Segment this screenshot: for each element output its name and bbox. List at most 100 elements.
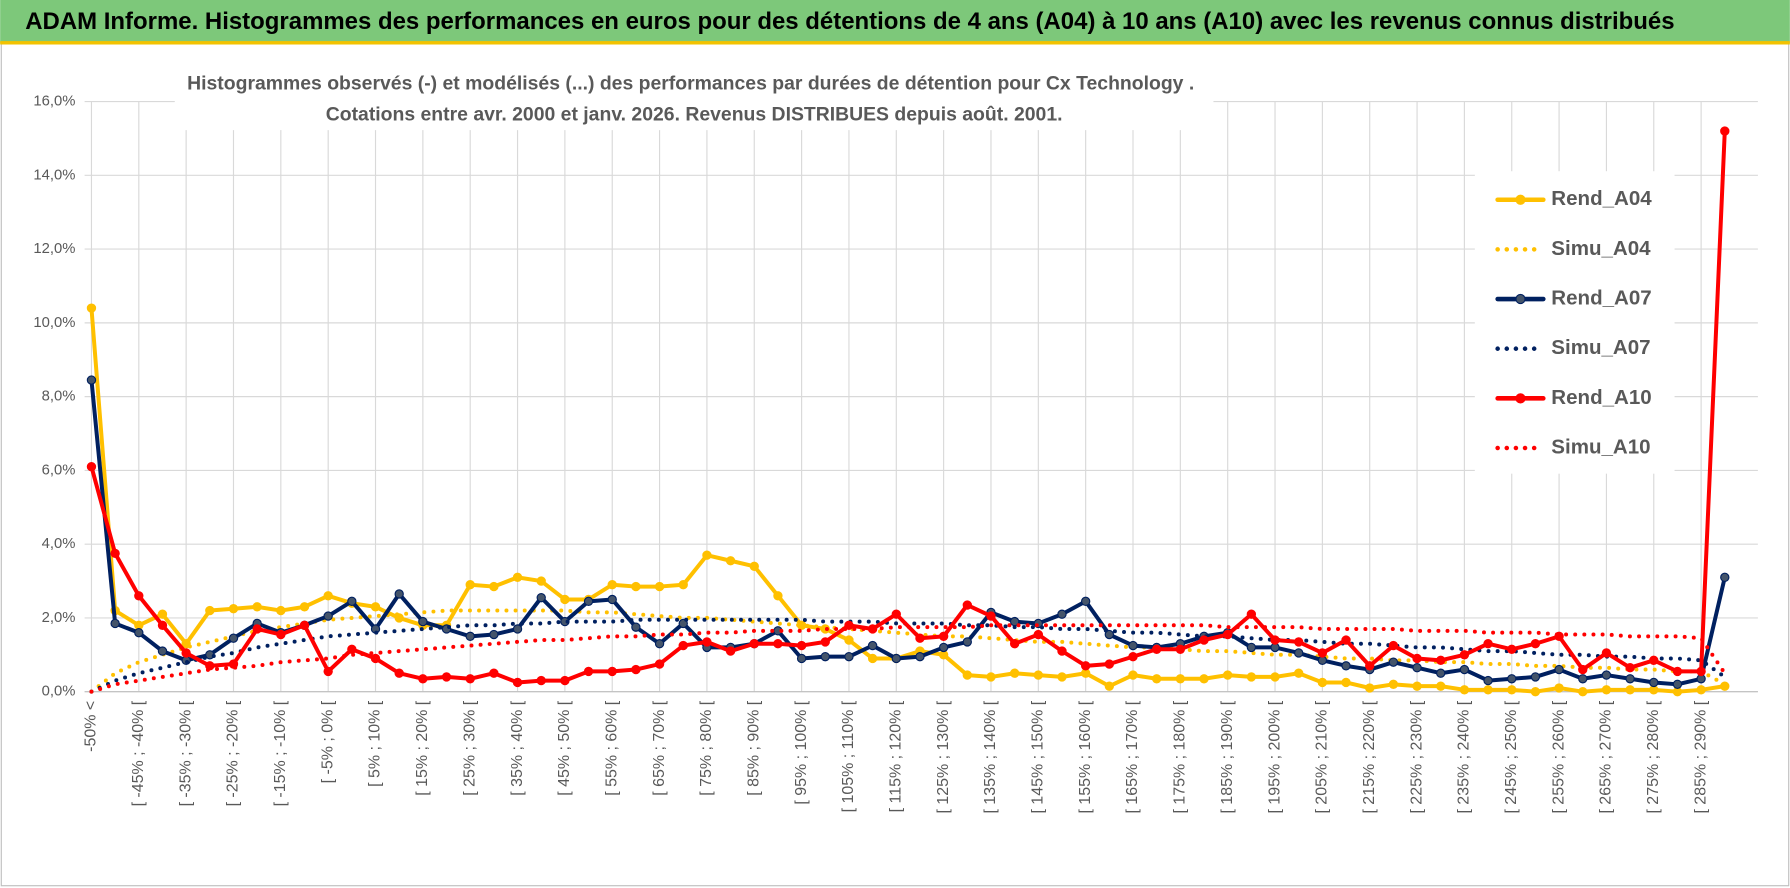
point [1294,648,1304,658]
point [323,666,333,677]
point [1459,664,1470,675]
legend-label: Rend_A04 [1551,187,1652,210]
point [749,639,759,649]
y-tick-label: 16,0% [33,94,75,110]
point [773,591,783,601]
point [1578,664,1588,675]
point [1294,668,1304,678]
point [1601,685,1612,695]
point [1601,648,1612,658]
header-title: ADAM Informe. Histogrammes des performan… [25,8,1674,35]
y-tick-label: 2,0% [42,610,76,626]
point [1080,596,1091,607]
point [1601,670,1612,680]
x-tick-label: [ 85% ; 90% [ [745,700,762,796]
x-tick-label: [ 75% ; 80% [ [698,700,715,796]
point [1649,677,1659,688]
point [1412,681,1422,691]
point [1507,674,1517,684]
point [1507,644,1517,654]
x-tick-label: [ 285% ; 290% [ [1692,700,1709,813]
point [1175,644,1186,654]
point [536,576,546,586]
x-tick-label: [ 55% ; 60% [ [603,700,620,796]
point [631,664,641,675]
x-tick-label: [ 125% ; 130% [ [935,700,952,813]
point [489,629,499,640]
model-line [89,608,1727,694]
x-tick-label: [ 275% ; 280% [ [1645,700,1662,813]
point [299,602,310,612]
y-tick-label: 14,0% [33,167,75,183]
x-tick-label: -50% < [83,701,100,752]
point [1412,653,1422,664]
point [1057,646,1067,656]
x-tick-label: [ 205% ; 210% [ [1314,700,1331,813]
point [1341,661,1351,671]
point [1223,670,1233,680]
point [1246,642,1257,653]
point [1033,670,1043,680]
y-tick-label: 6,0% [42,462,76,478]
point [465,631,475,642]
point [1554,683,1564,693]
point [276,605,286,616]
y-tick-label: 4,0% [42,536,76,552]
point [347,596,357,607]
y-tick-label: 10,0% [33,315,75,331]
point [536,592,546,603]
point [1530,672,1541,682]
point [1459,650,1470,660]
point [986,611,996,621]
point [1696,685,1706,695]
point [157,620,168,630]
point [1104,629,1115,640]
point [370,653,381,664]
point [1672,679,1683,689]
point [157,609,168,619]
point [631,581,641,592]
point [1436,668,1446,678]
point [489,581,499,592]
point [1246,672,1257,682]
point [1530,639,1541,649]
point [465,580,475,590]
point [1080,661,1091,671]
point [512,572,523,583]
point [1625,663,1635,673]
x-tick-label: [ -15% ; -10% [ [272,700,289,806]
point [1530,687,1541,697]
point [1128,640,1138,651]
title-backing [174,100,1214,131]
point [1223,629,1233,640]
point [962,637,972,647]
point [1199,674,1209,684]
x-tick-label: [ 35% ; 40% [ [509,700,526,796]
point [986,672,996,682]
point [347,644,357,654]
point [796,653,807,664]
point [489,668,499,678]
point [110,618,120,629]
point [1412,663,1422,673]
x-tick-label: [ 235% ; 240% [ [1456,700,1473,813]
point [962,670,972,680]
point [86,375,97,385]
x-tick-label: [ 265% ; 270% [ [1598,700,1615,813]
point [1625,674,1635,684]
point [583,666,594,677]
x-tick-label: [ 255% ; 260% [ [1550,700,1567,813]
point [1175,674,1186,684]
x-tick-label: [ 225% ; 230% [ [1408,700,1425,813]
point [205,605,215,616]
point [844,635,854,645]
observed-line [89,306,1727,694]
x-tick-label: [ -45% ; -40% [ [130,700,147,806]
point [1483,685,1493,695]
point [1507,685,1517,695]
point [702,550,712,560]
chart-title: Histogrammes observés (-) et modélisés (… [187,73,1194,95]
point [867,640,878,651]
point [1554,664,1564,675]
